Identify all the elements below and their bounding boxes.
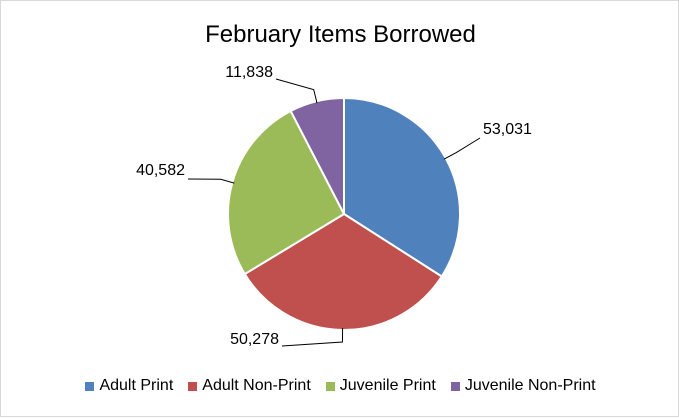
- legend-label: Adult Non-Print: [202, 377, 311, 394]
- legend-label: Adult Print: [99, 377, 174, 394]
- legend-swatch: [188, 381, 198, 391]
- legend-item: Adult Non-Print: [188, 377, 311, 395]
- data-label: 50,278: [230, 331, 279, 348]
- legend-swatch: [450, 381, 460, 391]
- legend-swatch: [85, 381, 95, 391]
- leader-line: [187, 178, 235, 184]
- legend-item: Juvenile Non-Print: [450, 377, 596, 395]
- leader-line: [281, 327, 344, 347]
- data-label: 53,031: [483, 121, 532, 138]
- leader-line: [443, 137, 481, 160]
- data-label: 40,582: [136, 162, 185, 179]
- data-label: 11,838: [225, 64, 273, 81]
- legend-item: Juvenile Print: [325, 377, 436, 395]
- legend-label: Juvenile Non-Print: [464, 377, 596, 394]
- leader-line: [275, 78, 318, 104]
- chart-title: February Items Borrowed: [205, 21, 476, 48]
- legend-item: Adult Print: [85, 377, 173, 395]
- legend-label: Juvenile Print: [339, 377, 436, 394]
- legend-swatch: [325, 381, 335, 391]
- legend: Adult Print Adult Non-Print Juvenile Print…: [1, 375, 679, 397]
